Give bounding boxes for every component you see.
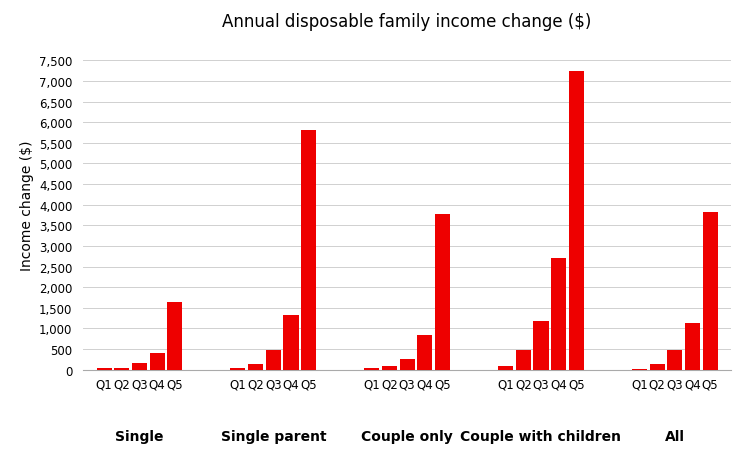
Bar	[498, 366, 513, 370]
Bar	[149, 354, 164, 370]
Bar	[400, 359, 415, 370]
Text: Couple with children: Couple with children	[461, 429, 621, 443]
Bar	[167, 302, 182, 370]
Bar	[364, 368, 379, 370]
Text: Couple only: Couple only	[361, 429, 453, 443]
Bar	[97, 368, 112, 370]
Bar	[417, 336, 432, 370]
Bar	[667, 350, 682, 370]
Bar	[248, 364, 263, 370]
Bar	[266, 350, 280, 370]
Bar	[115, 368, 130, 370]
Bar	[632, 369, 647, 370]
Text: Single parent: Single parent	[220, 429, 326, 443]
Bar	[551, 259, 566, 370]
Bar	[382, 367, 397, 370]
Text: All: All	[665, 429, 685, 443]
Bar	[569, 71, 584, 370]
Bar	[435, 214, 450, 370]
Bar	[703, 212, 718, 370]
Bar	[284, 315, 299, 370]
Bar	[650, 364, 665, 370]
Y-axis label: Income change ($): Income change ($)	[20, 140, 34, 270]
Bar	[301, 131, 316, 370]
Bar	[685, 324, 700, 370]
Bar	[534, 321, 548, 370]
Text: Single: Single	[115, 429, 164, 443]
Bar	[132, 364, 147, 370]
Bar	[516, 350, 531, 370]
Bar	[231, 368, 246, 370]
Title: Annual disposable family income change ($): Annual disposable family income change (…	[222, 13, 592, 31]
